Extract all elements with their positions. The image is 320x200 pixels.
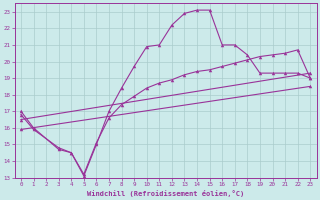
X-axis label: Windchill (Refroidissement éolien,°C): Windchill (Refroidissement éolien,°C) <box>87 190 244 197</box>
